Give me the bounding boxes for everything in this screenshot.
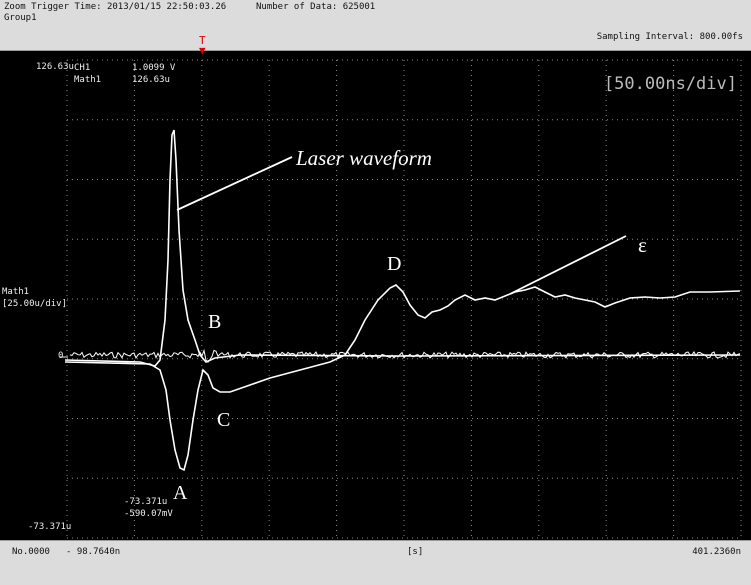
- group-label: Group1: [4, 13, 37, 23]
- channel-label: Math1: [2, 287, 30, 297]
- cursor-math-name: Math1: [74, 75, 102, 85]
- cursor-ch-name: CH1: [74, 63, 91, 73]
- cursor-value-1: -73.371u: [124, 497, 168, 507]
- laser-waveform-trace: [64, 129, 741, 367]
- cursor-readout-bottom: -73.371u -590.07mV: [124, 496, 173, 520]
- epsilon-label: ε: [638, 233, 647, 257]
- epsilon-leader-line: [509, 235, 627, 295]
- trigger-arrow-icon: ▼: [199, 44, 206, 57]
- response-waveform-trace: [64, 284, 741, 472]
- point-a-label: A: [173, 482, 188, 504]
- channel-scale: [25.00u/div]: [2, 299, 68, 309]
- x-end-label: 401.2360n: [692, 547, 741, 557]
- sampling-interval: Sampling Interval: 800.00fs: [596, 32, 743, 42]
- zero-label: 0: [58, 351, 64, 361]
- cursor-readout-top: CH1 Math1: [74, 62, 101, 86]
- x-unit-label: [s]: [407, 547, 424, 557]
- cursor-value-2: -590.07mV: [124, 509, 173, 519]
- zoom-trigger-time: Zoom Trigger Time: 2013/01/15 22:50:03.2…: [4, 2, 227, 12]
- trigger-marker-label: T: [199, 34, 206, 47]
- laser-waveform-leader-line: [176, 156, 293, 211]
- point-b-label: B: [208, 311, 222, 333]
- channel-scale-info: Math1 [25.00u/div]: [2, 286, 67, 310]
- point-c-label: C: [217, 409, 231, 431]
- cursor-math-value: 126.63u: [132, 75, 170, 85]
- cursor-ch-value: 1.0099 V: [132, 63, 176, 73]
- point-d-label: D: [387, 253, 402, 275]
- y-bottom-label: -73.371u: [28, 522, 72, 532]
- laser-waveform-annotation: Laser waveform: [296, 146, 432, 170]
- cursor-readout-top-values: 1.0099 V 126.63u: [132, 62, 175, 86]
- trigger-marker[interactable]: T ▼: [199, 34, 206, 57]
- record-number: No.0000: [12, 547, 50, 557]
- x-start-label: - 98.7640n: [66, 547, 121, 557]
- number-of-data: Number of Data: 625001: [256, 2, 376, 12]
- y-top-label: 126.63u: [36, 62, 74, 72]
- time-per-div: [50.00ns/div]: [603, 74, 737, 94]
- header-bar: Zoom Trigger Time: 2013/01/15 22:50:03.2…: [0, 0, 751, 51]
- grid: [66, 59, 742, 539]
- noise-trace: [69, 348, 741, 363]
- footer-bar: No.0000 - 98.7640n [s] 401.2360n: [0, 540, 751, 585]
